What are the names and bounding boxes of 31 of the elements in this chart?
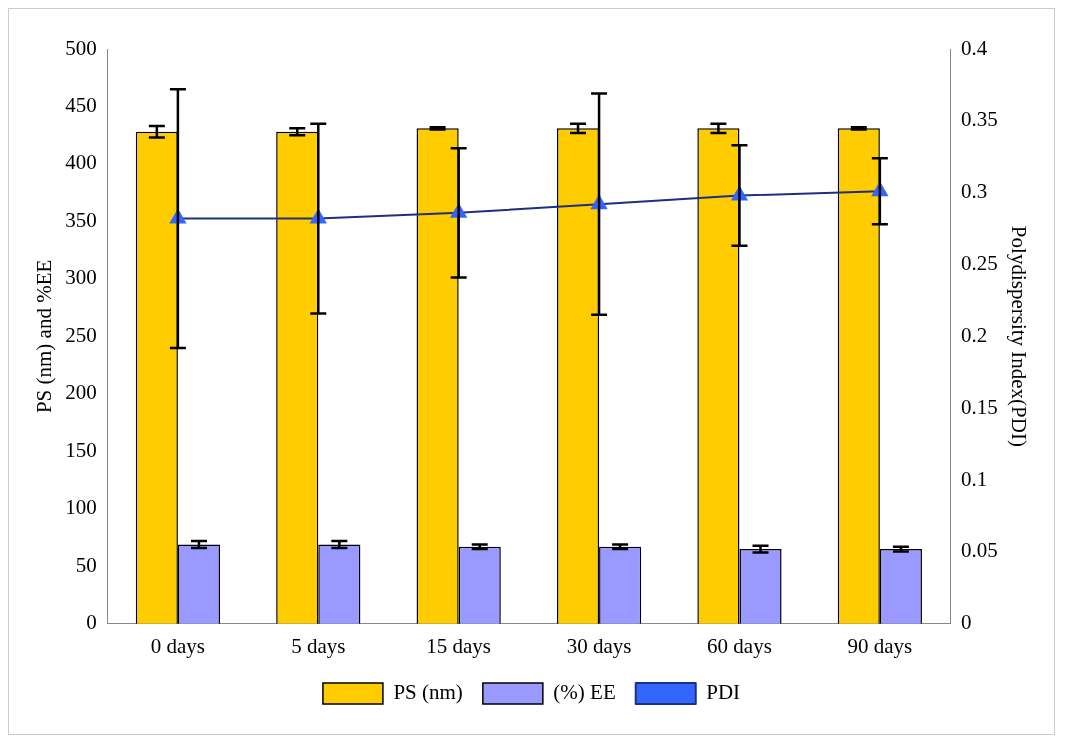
x-tick-label: 60 days: [707, 633, 772, 658]
y-tick-label: 200: [65, 380, 97, 405]
y-axis-title: PS (nm) and %EE: [32, 259, 57, 414]
y2-tick-label: 0.4: [961, 35, 988, 60]
y-tick-label: 300: [65, 265, 97, 290]
x-tick-label: 15 days: [426, 633, 492, 658]
y-tick-label: 500: [65, 35, 97, 60]
x-tick-label: 30 days: [566, 633, 632, 658]
x-tick-label: 90 days: [847, 633, 913, 658]
y-tick-label: 100: [65, 495, 97, 520]
y2-tick-label: 0: [961, 610, 972, 635]
y-tick-label: 450: [65, 93, 97, 117]
y2-tick-label: 0.1: [961, 466, 988, 491]
y2-tick-label: 0.3: [961, 179, 988, 204]
y-tick-label: 0: [86, 610, 97, 635]
x-tick-label: 0 days: [150, 633, 206, 658]
y-tick-label: 50: [75, 552, 97, 577]
y-tick-label: 350: [65, 207, 97, 232]
y2-tick-label: 0.15: [961, 394, 998, 419]
y-tick-label: 150: [65, 437, 97, 462]
legend-label: PS (nm): [393, 680, 463, 705]
y2-tick-label: 0.35: [961, 107, 998, 132]
y-tick-label: 250: [65, 322, 97, 347]
y-tick-label: 400: [65, 150, 97, 175]
x-tick-label: 5 days: [291, 633, 346, 658]
y2-axis-title: Polydispersity Index(PDI): [1006, 225, 1031, 447]
legend-label: PDI: [706, 680, 741, 705]
legend-label: (%) EE: [553, 680, 616, 705]
y2-tick-label: 0.25: [961, 251, 998, 276]
y2-tick-label: 0.2: [961, 322, 988, 347]
y2-tick-label: 0.05: [961, 538, 998, 563]
